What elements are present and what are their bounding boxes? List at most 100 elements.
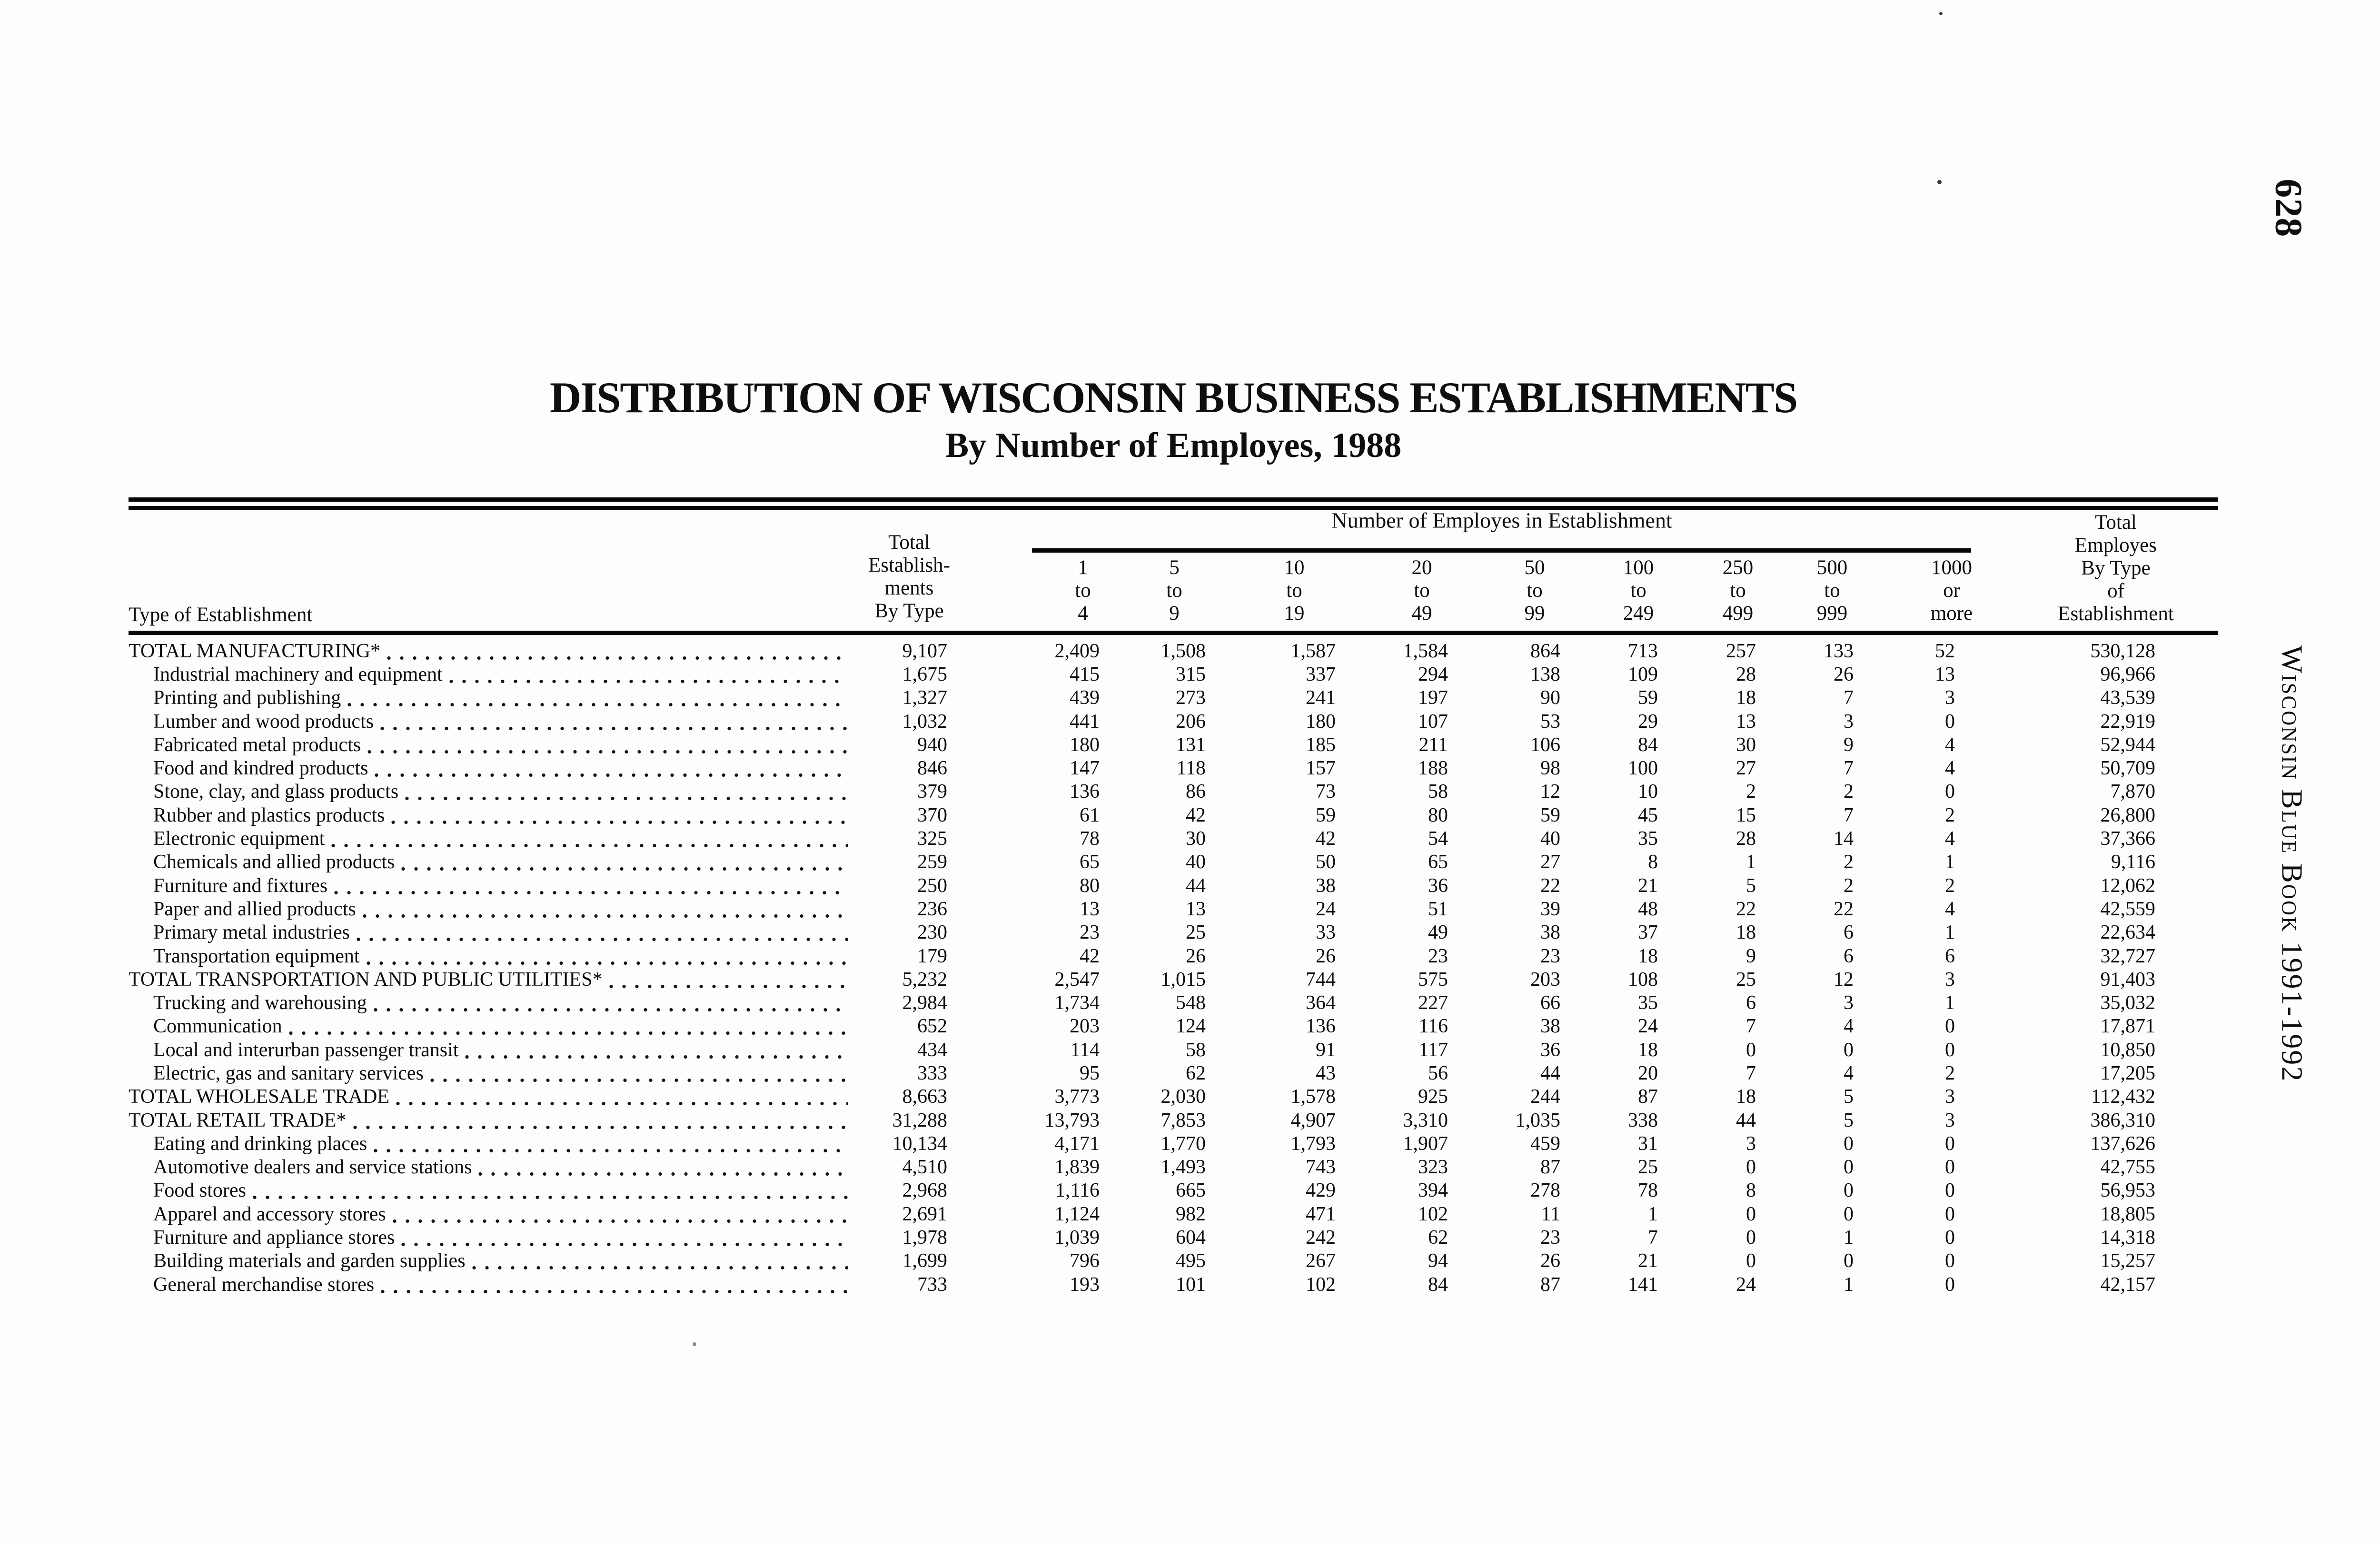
cell-1000-more: 0 — [1945, 1273, 1955, 1296]
cell-1000-more: 0 — [1945, 1250, 1955, 1272]
table-body: TOTAL MANUFACTURING* 9,107 2,409 1,508 1,587… — [129, 639, 2218, 1296]
cell-100-249: 35 — [1638, 992, 1658, 1014]
cell-1-4: 136 — [1070, 781, 1100, 803]
cell-10-19: 743 — [1306, 1156, 1336, 1179]
cell-20-49: 54 — [1428, 828, 1448, 850]
cell-20-49: 62 — [1428, 1227, 1448, 1249]
cell-10-19: 337 — [1306, 663, 1336, 685]
cell-20-49: 394 — [1418, 1179, 1448, 1202]
cell-20-49: 49 — [1428, 922, 1448, 944]
table-row: Industrial machinery and equipment 1,675 4… — [129, 663, 2218, 686]
header-total-employes: Total Employes By Type of Establishment — [2058, 511, 2174, 625]
dot-leader — [380, 726, 848, 731]
cell-500-999: 0 — [1844, 1156, 1854, 1179]
cell-total-establishments: 259 — [917, 851, 947, 873]
cell-10-19: 26 — [1316, 945, 1336, 967]
cell-1-4: 2,409 — [1054, 640, 1100, 662]
cell-250-499: 30 — [1736, 733, 1756, 756]
cell-total-employes: 137,626 — [2090, 1132, 2156, 1155]
cell-total-employes: 42,755 — [2100, 1156, 2156, 1179]
cell-100-249: 45 — [1638, 804, 1658, 826]
cell-1000-more: 1 — [1945, 851, 1955, 873]
cell-1-4: 13 — [1080, 898, 1100, 920]
header-line: 249 — [1623, 602, 1654, 624]
header-line: 500 — [1816, 556, 1848, 579]
header-line: to — [1166, 579, 1182, 602]
row-label: Building materials and garden supplies — [153, 1250, 466, 1272]
cell-1-4: 65 — [1080, 851, 1100, 873]
cell-500-999: 12 — [1834, 968, 1854, 991]
header-line: 9 — [1169, 602, 1180, 624]
cell-50-99: 87 — [1540, 1156, 1560, 1179]
cell-1000-more: 1 — [1945, 922, 1955, 944]
cell-1-4: 2,547 — [1054, 968, 1100, 991]
scan-speck — [1939, 12, 1943, 15]
cell-total-establishments: 31,288 — [892, 1109, 948, 1131]
cell-50-99: 23 — [1540, 1227, 1560, 1249]
row-label-cell: TOTAL TRANSPORTATION AND PUBLIC UTILITIE… — [129, 968, 852, 991]
dot-leader — [252, 1195, 848, 1200]
cell-100-249: 21 — [1638, 874, 1658, 897]
cell-20-49: 925 — [1418, 1086, 1448, 1108]
cell-500-999: 0 — [1844, 1179, 1854, 1202]
cell-1000-more: 0 — [1945, 1227, 1955, 1249]
cell-500-999: 3 — [1844, 710, 1854, 733]
row-label-cell: Fabricated metal products — [129, 733, 852, 756]
row-label-cell: Transportation equipment — [129, 945, 852, 968]
cell-1000-more: 0 — [1945, 1203, 1955, 1225]
cell-total-employes: 7,870 — [2110, 781, 2156, 803]
row-label: Fabricated metal products — [153, 733, 361, 756]
header-employes-1000-more: 1000 or more — [1931, 556, 1973, 625]
cell-250-499: 13 — [1736, 710, 1756, 733]
cell-1000-more: 3 — [1945, 968, 1955, 991]
header-line: Establish- — [868, 554, 950, 576]
cell-total-establishments: 9,107 — [902, 640, 948, 662]
table-row: Trucking and warehousing 2,984 1,734 548 364… — [129, 991, 2218, 1014]
dot-leader — [334, 890, 848, 895]
cell-5-9: 58 — [1186, 1039, 1206, 1061]
table-row: Primary metal industries 230 23 25 33 49 38 37 1… — [129, 921, 2218, 944]
cell-100-249: 21 — [1638, 1250, 1658, 1272]
cell-1-4: 78 — [1080, 828, 1100, 850]
cell-total-employes: 56,953 — [2100, 1179, 2156, 1202]
header-line: to — [1630, 579, 1646, 602]
row-label-cell: Electric, gas and sanitary services — [129, 1062, 852, 1085]
cell-20-49: 102 — [1418, 1203, 1448, 1225]
cell-100-249: 108 — [1628, 968, 1658, 991]
cell-total-employes: 14,318 — [2100, 1227, 2156, 1249]
cell-50-99: 23 — [1540, 945, 1560, 967]
cell-total-establishments: 10,134 — [892, 1132, 948, 1155]
cell-100-249: 29 — [1638, 710, 1658, 733]
row-label-cell: Trucking and warehousing — [129, 991, 852, 1014]
cell-1000-more: 0 — [1945, 710, 1955, 733]
header-employes-50-99: 50 to 99 — [1525, 556, 1545, 625]
header-employes-100-249: 100 to 249 — [1623, 556, 1654, 625]
cell-1000-more: 2 — [1945, 1062, 1955, 1084]
dot-leader — [366, 961, 848, 965]
cell-5-9: 1,508 — [1160, 640, 1206, 662]
table-row: Printing and publishing 1,327 439 273 241 197… — [129, 686, 2218, 710]
header-employes-500-999: 500 to 999 — [1817, 556, 1848, 625]
cell-20-49: 227 — [1418, 992, 1448, 1014]
cell-250-499: 28 — [1736, 663, 1756, 685]
header-employes-10-19: 10 to 19 — [1284, 556, 1305, 625]
cell-total-employes: 42,157 — [2100, 1273, 2156, 1296]
dot-leader — [331, 843, 848, 848]
cell-500-999: 5 — [1844, 1109, 1854, 1131]
row-label: Automotive dealers and service stations — [153, 1156, 472, 1179]
dot-leader — [430, 1078, 848, 1082]
cell-total-employes: 17,205 — [2100, 1062, 2156, 1084]
cell-50-99: 90 — [1540, 687, 1560, 709]
book-edition-sidebar: Wisconsin Blue Book 1991-1992 — [2275, 645, 2308, 1083]
table-row: TOTAL RETAIL TRADE* 31,288 13,793 7,853 4,90… — [129, 1109, 2218, 1132]
cell-1-4: 180 — [1070, 733, 1100, 756]
column-group-header: Number of Employes in Establishment — [1331, 508, 1672, 533]
header-line: By Type — [2081, 557, 2151, 579]
cell-50-99: 98 — [1540, 757, 1560, 780]
cell-total-employes: 96,966 — [2100, 663, 2156, 685]
dot-leader — [609, 984, 848, 989]
cell-100-249: 20 — [1638, 1062, 1658, 1084]
table-top-rule-2 — [129, 506, 2218, 510]
cell-1000-more: 52 — [1935, 640, 1955, 662]
